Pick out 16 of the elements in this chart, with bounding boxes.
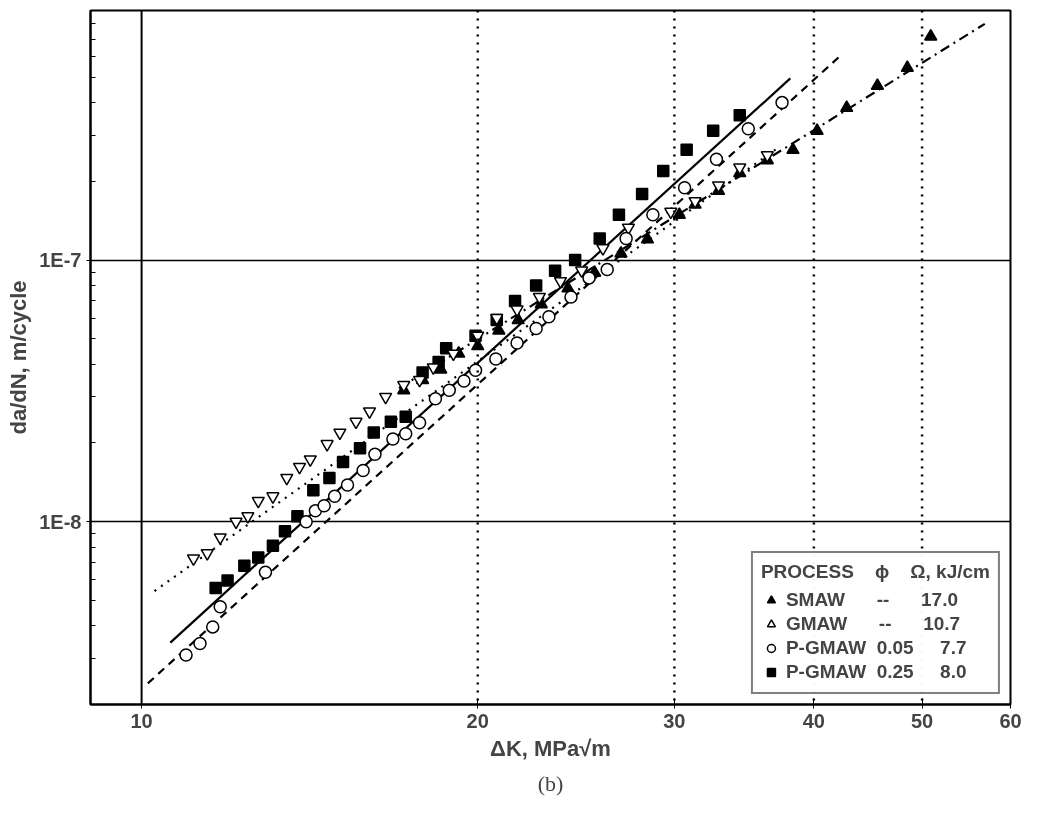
y-axis-title: da/dN, m/cycle [6,280,32,435]
legend-label: GMAW -- 10.7 [785,612,961,636]
x-axis-title: ΔK, MPa√m [490,735,611,761]
x-tick-label: 30 [663,709,686,732]
legend-label: P-GMAW 0.05 7.7 [785,636,967,660]
legend-label: SMAW -- 17.0 [785,588,959,612]
legend-label: P-GMAW 0.25 8.0 [785,660,967,684]
x-tick-label: 40 [802,709,825,732]
x-tick-label: 20 [466,709,489,732]
x-tick-label: 60 [999,709,1022,732]
x-tick-label: 50 [910,709,934,732]
y-tick-label: 1E-7 [39,249,82,272]
text: (b) [537,770,564,796]
y-tick-label: 1E-8 [39,510,82,533]
x-tick-label: 10 [130,709,153,732]
legend-title: PROCESS ϕ Ω, kJ/cm [760,561,990,583]
